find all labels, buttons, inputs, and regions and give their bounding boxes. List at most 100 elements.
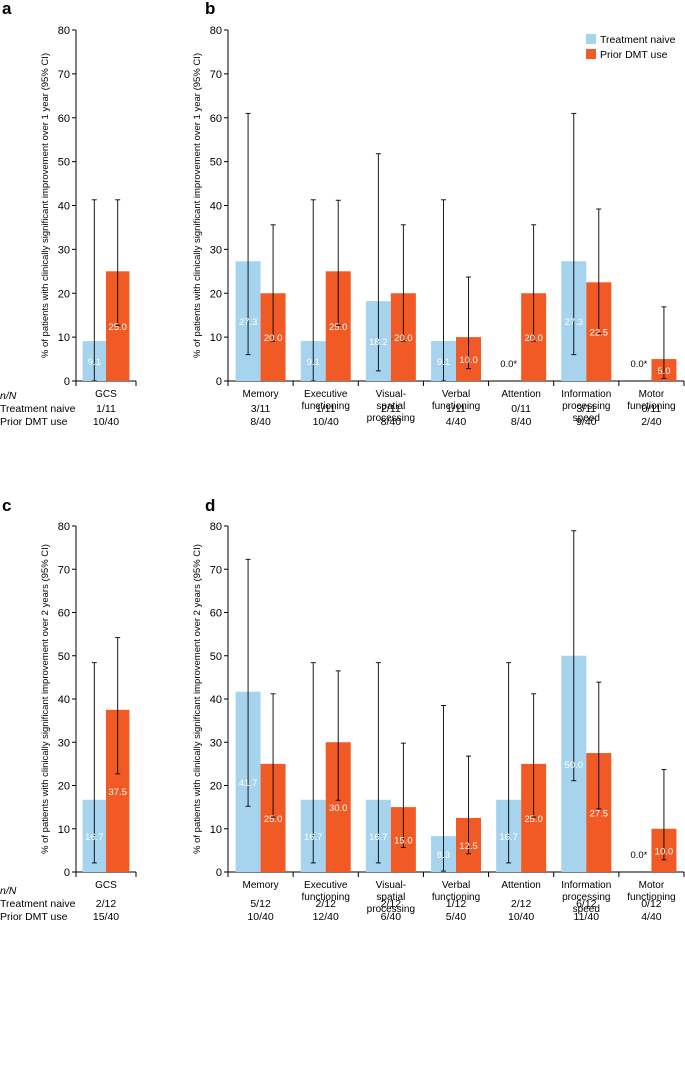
y-tick-label: 50 <box>210 651 222 663</box>
legend-swatch-treatment-naive <box>586 34 596 44</box>
nn-treatment-naive: 2/11 <box>381 403 401 415</box>
data-label: 0.0* <box>500 359 517 370</box>
data-label: 20.0 <box>524 333 543 344</box>
x-category-label: spatial <box>376 401 405 412</box>
x-category-label: Verbal <box>442 880 470 891</box>
nn-prior-dmt: 8/40 <box>250 416 271 428</box>
nn-prior-dmt: 5/40 <box>446 911 467 923</box>
row-label-treatment-naive: Treatment naive <box>0 403 76 415</box>
x-category-label: Motor <box>639 389 665 400</box>
nn-treatment-naive: 1/11 <box>96 403 116 415</box>
y-axis-title: % of patients with clinically significan… <box>40 544 51 854</box>
data-label: 16.7 <box>369 832 388 843</box>
y-tick-label: 40 <box>210 201 222 213</box>
data-label: 16.7 <box>304 832 323 843</box>
panel-label-c: c <box>2 496 11 515</box>
y-tick-label: 10 <box>210 332 222 344</box>
x-category-label: functioning <box>627 401 675 412</box>
y-tick-label: 60 <box>58 113 70 125</box>
y-tick-label: 40 <box>58 201 70 213</box>
x-category-label: Executive <box>304 880 348 891</box>
nn-prior-dmt: 8/40 <box>511 416 532 428</box>
x-category-label: processing <box>562 892 610 903</box>
legend-label-prior-dmt: Prior DMT use <box>600 49 668 61</box>
y-tick-label: 40 <box>58 694 70 706</box>
x-category-label: processing <box>367 904 415 915</box>
y-tick-label: 60 <box>58 608 70 620</box>
data-label: 41.7 <box>239 778 258 789</box>
nn-prior-dmt: 15/40 <box>93 911 119 923</box>
bar-prior-dmt-c-0 <box>106 709 130 872</box>
data-label: 10.0 <box>459 355 478 366</box>
data-label: 25.0 <box>329 322 348 333</box>
y-tick-label: 20 <box>58 781 70 793</box>
x-category-label: functioning <box>432 401 480 412</box>
y-tick-label: 0 <box>216 376 222 388</box>
panel-label-d: d <box>205 496 215 515</box>
nn-treatment-naive: 1/12 <box>446 898 467 910</box>
nn-treatment-naive: 5/12 <box>250 898 271 910</box>
data-label: 25.0 <box>524 814 543 825</box>
bar-prior-dmt-a-0 <box>106 271 130 381</box>
x-category-label: Visual- <box>376 389 406 400</box>
y-tick-label: 70 <box>58 69 70 81</box>
y-tick-label: 30 <box>210 244 222 256</box>
y-tick-label: 0 <box>64 867 70 879</box>
x-category-label: functioning <box>302 892 350 903</box>
data-label: 25.0 <box>108 322 127 333</box>
x-category-label: speed <box>573 904 600 915</box>
y-tick-label: 30 <box>58 244 70 256</box>
data-label: 9.1 <box>437 357 450 368</box>
y-axis-title: % of patients with clinically significan… <box>192 544 203 854</box>
x-category-label: Visual- <box>376 880 406 891</box>
y-tick-label: 50 <box>210 157 222 169</box>
y-tick-label: 10 <box>210 824 222 836</box>
y-tick-label: 0 <box>216 867 222 879</box>
nn-prior-dmt: 8/40 <box>381 416 402 428</box>
y-tick-label: 30 <box>58 737 70 749</box>
nn-treatment-naive: 0/11 <box>642 403 662 415</box>
y-tick-label: 70 <box>210 69 222 81</box>
x-category-label: Attention <box>501 389 540 400</box>
y-tick-label: 20 <box>210 288 222 300</box>
x-category-label: functioning <box>302 401 350 412</box>
nn-prior-dmt: 12/40 <box>313 911 339 923</box>
y-tick-label: 80 <box>58 521 70 533</box>
y-axis-title: % of patients with clinically significan… <box>192 53 203 358</box>
nn-treatment-naive: 2/12 <box>315 898 336 910</box>
data-label: 20.0 <box>264 333 283 344</box>
legend-swatch-prior-dmt <box>586 49 596 59</box>
y-tick-label: 80 <box>210 25 222 37</box>
data-label: 8.3 <box>437 850 450 861</box>
data-label: 22.5 <box>590 328 609 339</box>
nn-treatment-naive: 1/11 <box>316 403 336 415</box>
nn-treatment-naive: 2/12 <box>511 898 532 910</box>
data-label: 15.0 <box>394 836 413 847</box>
x-category-label: processing <box>367 413 415 424</box>
y-tick-label: 20 <box>210 781 222 793</box>
nn-treatment-naive: 2/12 <box>381 898 402 910</box>
y-tick-label: 20 <box>58 288 70 300</box>
y-tick-label: 50 <box>58 651 70 663</box>
data-label: 20.0 <box>394 333 413 344</box>
x-category-label: speed <box>573 413 600 424</box>
y-tick-label: 70 <box>210 564 222 576</box>
nn-treatment-naive: 6/12 <box>576 898 597 910</box>
data-label: 16.7 <box>499 832 518 843</box>
nn-prior-dmt: 10/40 <box>93 416 119 428</box>
x-category-label: spatial <box>376 892 405 903</box>
data-label: 27.3 <box>565 317 584 328</box>
nn-prior-dmt: 6/40 <box>381 911 402 923</box>
nn-treatment-naive: 2/12 <box>96 898 117 910</box>
data-label: 18.2 <box>369 337 388 348</box>
nn-prior-dmt: 10/40 <box>508 911 534 923</box>
row-label-prior-dmt: Prior DMT use <box>0 911 68 923</box>
y-axis-title: % of patients with clinically significan… <box>40 53 51 358</box>
x-category-label: Attention <box>501 880 540 891</box>
x-category-label: GCS <box>95 389 117 400</box>
y-tick-label: 0 <box>64 376 70 388</box>
nn-prior-dmt: 2/40 <box>641 416 662 428</box>
data-label: 30.0 <box>329 803 348 814</box>
data-label: 27.5 <box>590 809 609 820</box>
nn-treatment-naive: 3/11 <box>576 403 596 415</box>
